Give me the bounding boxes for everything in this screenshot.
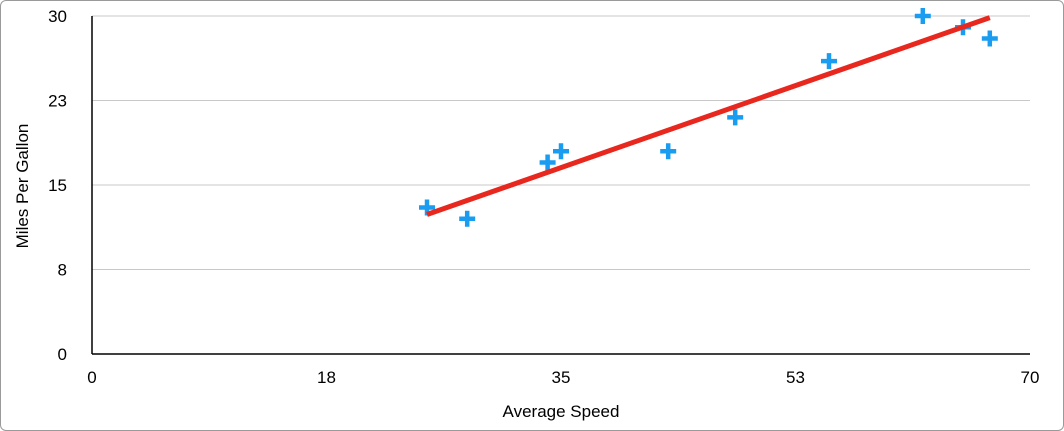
- y-tick-label: 23: [48, 92, 67, 111]
- y-tick-label: 0: [58, 345, 67, 364]
- tick-labels: 0 8 15 23 30 0 18 35 53 70: [48, 7, 1039, 387]
- y-tick-label: 15: [48, 176, 67, 195]
- x-tick-label: 35: [552, 368, 571, 387]
- trendline-group: [426, 15, 991, 217]
- x-tick-label: 70: [1021, 368, 1040, 387]
- y-tick-label: 30: [48, 7, 67, 26]
- x-tick-label: 18: [317, 368, 336, 387]
- axes: [91, 16, 1030, 355]
- data-point: [821, 53, 837, 70]
- data-point: [727, 109, 744, 126]
- data-point: [539, 154, 556, 171]
- data-point: [914, 8, 931, 24]
- x-axis-label: Average Speed: [503, 402, 620, 421]
- data-point: [660, 143, 677, 160]
- x-tick-label: 53: [786, 368, 805, 387]
- gridlines: [92, 15, 1030, 270]
- data-point: [553, 143, 569, 160]
- y-axis-label: Miles Per Gallon: [13, 124, 32, 249]
- trendline: [426, 15, 991, 217]
- y-tick-label: 8: [58, 261, 67, 280]
- data-point: [419, 199, 435, 216]
- data-point: [981, 30, 998, 47]
- x-tick-label: 0: [87, 368, 96, 387]
- data-point: [459, 210, 476, 227]
